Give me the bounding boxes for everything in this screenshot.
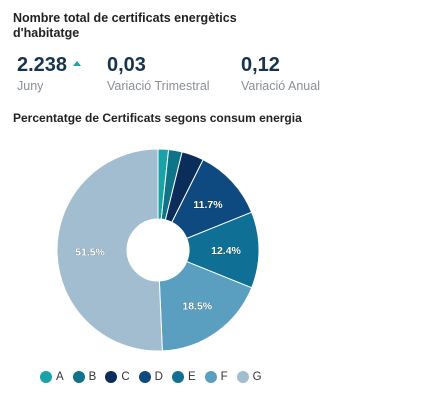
legend-swatch-g	[236, 371, 249, 383]
data-label-g: 51.5%	[75, 246, 105, 258]
donut-chart: 11.7% 12.4% 18.5% 51.5%	[56, 148, 260, 352]
kpi-quarterly-value: 0,03	[107, 54, 146, 76]
legend-label-c: C	[121, 371, 130, 383]
kpi-annual-label: Variació Anual	[241, 79, 320, 93]
legend-swatch-a	[40, 371, 52, 383]
kpi-total-value: 2.238	[17, 54, 68, 76]
legend-swatch-e	[171, 371, 184, 383]
card-title: Nombre total de certificats energètics d…	[13, 11, 237, 40]
kpi-total: 2.238 Juny	[17, 53, 82, 93]
legend-swatch-d	[138, 371, 151, 383]
kpi-total-label: Juny	[17, 79, 44, 93]
legend-item-g[interactable]: G	[236, 371, 262, 383]
kpi-quarterly: 0,03 Variació Trimestral	[107, 53, 210, 93]
legend-label-d: D	[154, 371, 163, 383]
data-label-d: 11.7%	[193, 199, 223, 211]
legend-swatch-c	[105, 371, 118, 383]
legend-swatch-b	[72, 371, 85, 383]
legend-label-e: E	[187, 371, 196, 383]
kpi-total-value-row: 2.238	[17, 53, 82, 77]
legend-item-b[interactable]: B	[72, 371, 97, 383]
trend-up-icon	[73, 61, 82, 66]
legend-label-a: A	[56, 371, 64, 383]
kpi-quarterly-label: Variació Trimestral	[107, 79, 210, 93]
kpi-annual: 0,12 Variació Anual	[241, 53, 320, 93]
legend-label-b: B	[88, 371, 97, 383]
legend-label-g: G	[252, 371, 262, 383]
legend-label-f: F	[220, 371, 228, 383]
slice-g	[56, 148, 163, 352]
chart-title: Percentatge de Certificats segons consum…	[13, 111, 302, 125]
legend-item-d[interactable]: D	[138, 371, 163, 383]
legend-swatch-f	[204, 371, 217, 383]
data-label-f: 18.5%	[182, 301, 212, 313]
legend-item-e[interactable]: E	[171, 371, 196, 383]
kpi-annual-value: 0,12	[241, 54, 280, 76]
slice-f	[158, 260, 253, 352]
legend-item-a[interactable]: A	[40, 371, 64, 383]
legend-item-f[interactable]: F	[204, 371, 228, 383]
chart-legend: A B C D E F G	[40, 371, 262, 383]
legend-item-c[interactable]: C	[105, 371, 130, 383]
data-label-e: 12.4%	[211, 245, 241, 257]
